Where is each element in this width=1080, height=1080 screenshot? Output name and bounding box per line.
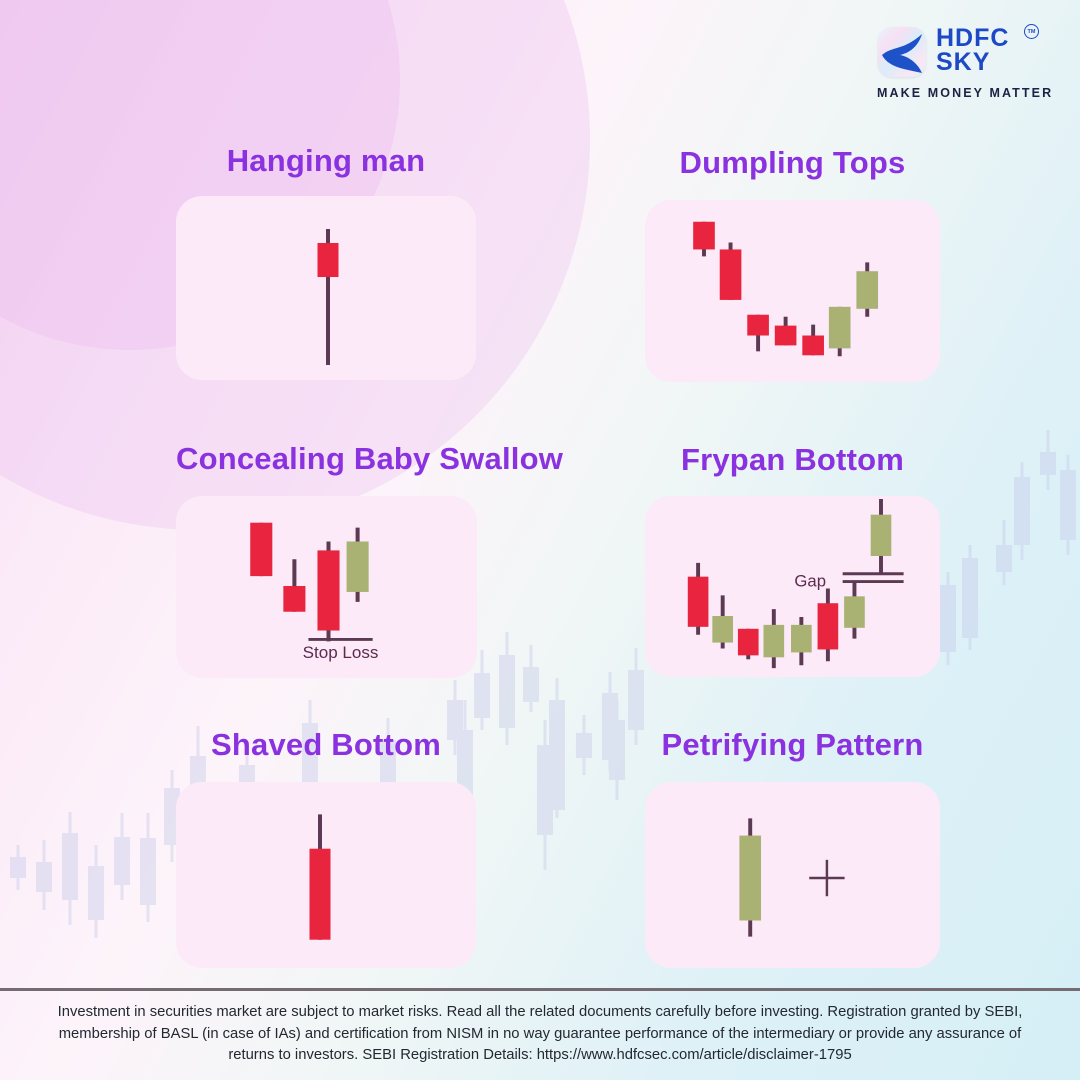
panel-petrifying-pattern: Petrifying Pattern [645, 726, 940, 968]
pattern-title: Hanging man [226, 143, 426, 178]
candle-body-red [317, 550, 340, 631]
candle-body-red [687, 576, 709, 627]
candle-body-red [719, 249, 742, 300]
candlestick-diagram [317, 229, 339, 365]
candle-body-olive [791, 624, 812, 653]
candle-body-olive [346, 541, 369, 592]
panel-dumpling-tops: Dumpling Tops [645, 144, 940, 382]
candle-body-red [817, 603, 839, 650]
candle-body-red [774, 325, 797, 346]
candle-body-olive [712, 616, 734, 643]
panel-frypan-bottom: Frypan Bottom Gap [645, 441, 940, 677]
candle-body-red [737, 628, 759, 656]
pattern-title: Concealing Baby Swallow [176, 441, 564, 476]
panel-concealing-baby-swallow: Concealing Baby Swallow Stop Loss [176, 440, 564, 678]
annotation-label: Stop Loss [303, 643, 379, 662]
logo-line1: HDFC [936, 24, 1010, 52]
candle-body-olive [739, 835, 762, 921]
candle-body-red [802, 335, 824, 356]
candle-body-olive [763, 624, 785, 658]
candle-body-red [693, 221, 715, 250]
candle-body-olive [844, 596, 865, 628]
footer-divider [0, 988, 1080, 991]
pattern-card: Gap [645, 496, 940, 677]
pattern-title: Shaved Bottom [211, 727, 441, 762]
candle-body-olive [828, 306, 851, 349]
pattern-card [645, 200, 940, 382]
panel-shaved-bottom: Shaved Bottom [176, 726, 476, 968]
candle-body-red [250, 522, 273, 577]
brand-tagline: MAKE MONEY MATTER [877, 86, 1054, 100]
trademark-badge: TM [1024, 24, 1039, 39]
candlestick-diagram: Stop Loss [250, 522, 379, 662]
hdfc-sky-logo: HDFC SKY TM MAKE MONEY MATTER [876, 24, 1051, 104]
pattern-card [645, 782, 940, 968]
pattern-card [176, 782, 476, 968]
candle-body-olive [856, 271, 879, 309]
candlestick-diagram: Gap [687, 498, 904, 669]
candlestick-diagram [739, 818, 845, 937]
candle-body-olive [870, 514, 892, 557]
annotation-label: Gap [794, 571, 826, 590]
panel-hanging-man: Hanging man [176, 142, 476, 380]
candle-body-red [309, 848, 331, 940]
logo-line2: SKY [936, 48, 991, 76]
pattern-title: Frypan Bottom [680, 442, 905, 477]
candlestick-diagram [693, 221, 879, 357]
pattern-card [176, 196, 476, 380]
candle-body-red [317, 243, 339, 277]
pattern-title: Petrifying Pattern [661, 727, 924, 762]
hdfc-sky-logo-icon [878, 27, 926, 77]
candle-body-red [747, 314, 769, 336]
candle-body-red [283, 586, 306, 612]
pattern-card: Stop Loss [176, 496, 477, 678]
swoosh-icon [882, 34, 922, 73]
disclaimer-text: Investment in securities market are subj… [57, 1004, 1023, 1063]
logo-wordmark: HDFC SKY [936, 24, 1010, 76]
pattern-title: Dumpling Tops [679, 145, 906, 180]
candlestick-diagram [309, 814, 331, 940]
